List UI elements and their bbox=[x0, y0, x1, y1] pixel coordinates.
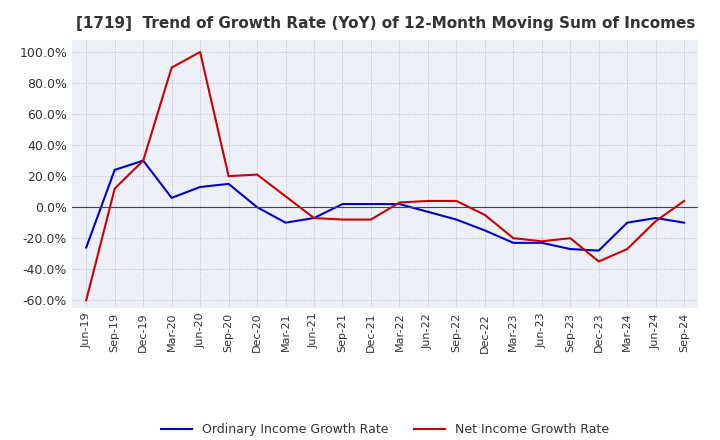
Ordinary Income Growth Rate bbox=[480, 228, 489, 233]
Net Income Growth Rate bbox=[139, 158, 148, 163]
Line: Ordinary Income Growth Rate: Ordinary Income Growth Rate bbox=[86, 161, 684, 251]
Net Income Growth Rate bbox=[452, 198, 461, 204]
Ordinary Income Growth Rate bbox=[225, 181, 233, 187]
Ordinary Income Growth Rate bbox=[310, 215, 318, 220]
Net Income Growth Rate bbox=[623, 246, 631, 252]
Ordinary Income Growth Rate bbox=[623, 220, 631, 225]
Ordinary Income Growth Rate bbox=[395, 202, 404, 207]
Ordinary Income Growth Rate bbox=[452, 217, 461, 222]
Net Income Growth Rate bbox=[480, 212, 489, 217]
Ordinary Income Growth Rate bbox=[595, 248, 603, 253]
Ordinary Income Growth Rate bbox=[509, 240, 518, 246]
Net Income Growth Rate bbox=[253, 172, 261, 177]
Net Income Growth Rate bbox=[595, 259, 603, 264]
Net Income Growth Rate bbox=[423, 198, 432, 204]
Ordinary Income Growth Rate bbox=[282, 220, 290, 225]
Ordinary Income Growth Rate bbox=[366, 202, 375, 207]
Ordinary Income Growth Rate bbox=[82, 245, 91, 250]
Net Income Growth Rate bbox=[680, 198, 688, 204]
Ordinary Income Growth Rate bbox=[652, 215, 660, 220]
Net Income Growth Rate bbox=[366, 217, 375, 222]
Net Income Growth Rate bbox=[196, 49, 204, 55]
Ordinary Income Growth Rate bbox=[680, 220, 688, 225]
Line: Net Income Growth Rate: Net Income Growth Rate bbox=[86, 52, 684, 300]
Net Income Growth Rate bbox=[537, 238, 546, 244]
Ordinary Income Growth Rate bbox=[139, 158, 148, 163]
Net Income Growth Rate bbox=[652, 219, 660, 224]
Net Income Growth Rate bbox=[566, 235, 575, 241]
Net Income Growth Rate bbox=[509, 235, 518, 241]
Ordinary Income Growth Rate bbox=[338, 202, 347, 207]
Net Income Growth Rate bbox=[225, 173, 233, 179]
Net Income Growth Rate bbox=[282, 194, 290, 199]
Net Income Growth Rate bbox=[167, 65, 176, 70]
Net Income Growth Rate bbox=[310, 215, 318, 220]
Ordinary Income Growth Rate bbox=[253, 205, 261, 210]
Net Income Growth Rate bbox=[82, 297, 91, 303]
Ordinary Income Growth Rate bbox=[167, 195, 176, 201]
Net Income Growth Rate bbox=[395, 200, 404, 205]
Net Income Growth Rate bbox=[338, 217, 347, 222]
Net Income Growth Rate bbox=[110, 186, 119, 191]
Ordinary Income Growth Rate bbox=[423, 209, 432, 214]
Title: [1719]  Trend of Growth Rate (YoY) of 12-Month Moving Sum of Incomes: [1719] Trend of Growth Rate (YoY) of 12-… bbox=[76, 16, 695, 32]
Ordinary Income Growth Rate bbox=[110, 167, 119, 172]
Legend: Ordinary Income Growth Rate, Net Income Growth Rate: Ordinary Income Growth Rate, Net Income … bbox=[156, 418, 614, 440]
Ordinary Income Growth Rate bbox=[196, 184, 204, 190]
Ordinary Income Growth Rate bbox=[566, 246, 575, 252]
Ordinary Income Growth Rate bbox=[537, 240, 546, 246]
